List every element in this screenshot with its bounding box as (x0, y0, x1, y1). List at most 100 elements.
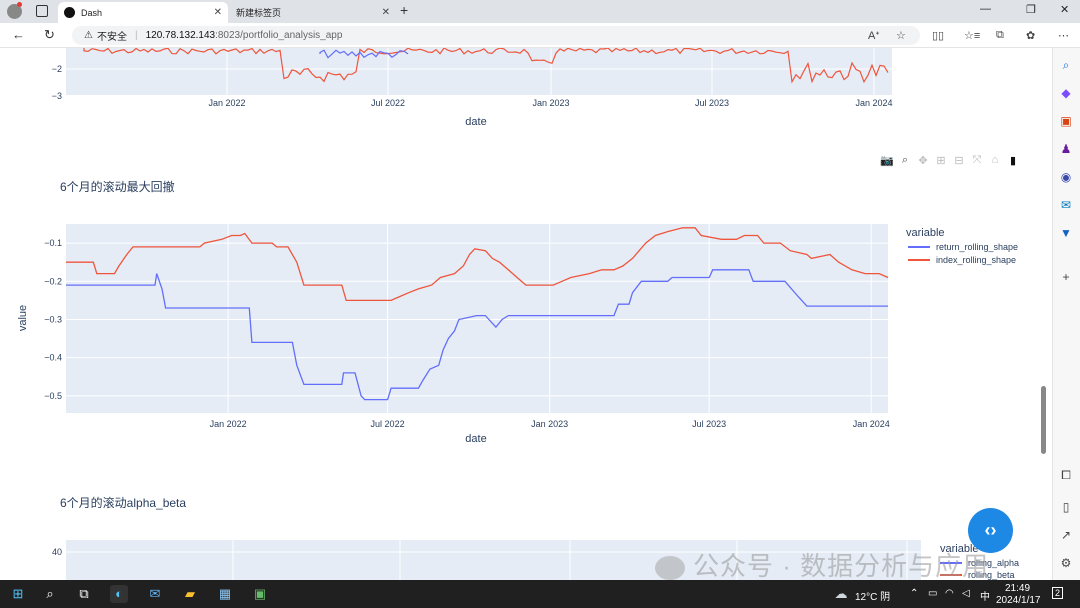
legend-label: return_rolling_shape (936, 242, 1019, 252)
pan-icon[interactable]: ✥ (918, 155, 928, 167)
terminal-icon[interactable]: ▣ (253, 586, 267, 601)
more-menu-icon[interactable]: ⋯ (1058, 30, 1069, 42)
autoscale-icon[interactable]: ⤧ (972, 154, 982, 166)
edge-browser-icon[interactable]: ◐ (110, 585, 128, 603)
page-scrollbar[interactable] (1041, 386, 1046, 454)
open-external-icon[interactable]: ↗ (1060, 528, 1072, 542)
browser-tab-bar: Dash ✕ 新建标签页 ✕ + — ❐ ✕ (0, 0, 1080, 61)
y-tick-label: −0.2 (44, 276, 62, 286)
code-toggle-button[interactable]: ‹› (968, 508, 1013, 553)
collections-icon[interactable]: ⧉ (996, 29, 1004, 41)
tab-new[interactable]: 新建标签页 ✕ (230, 2, 396, 61)
x-tick-label: Jan 2022 (210, 419, 247, 429)
url-path: :8023/portfolio_analysis_app (215, 30, 343, 41)
clock-time[interactable]: 21:49 (1005, 583, 1031, 594)
profile-avatar-icon[interactable] (7, 4, 22, 19)
legend-item-return[interactable]: return_rolling_shape (908, 242, 1018, 252)
zoom-out-icon[interactable]: ⊟ (954, 155, 964, 167)
camera-icon[interactable]: 📷 (880, 155, 894, 167)
extension-icon[interactable]: ✿ (1026, 30, 1036, 42)
dash-page: −2 −3 Jan 2022 Jul 2022 Jan 2023 Jul 202… (0, 48, 1050, 580)
tray-chevron-icon[interactable]: ⌃ (910, 588, 919, 599)
profile-badge (17, 2, 22, 7)
weather-text[interactable]: 12°C 阴 (855, 592, 891, 603)
top-x-tick: Jan 2022 (208, 98, 245, 108)
store-icon[interactable]: ▦ (218, 586, 232, 601)
legend-item-alpha[interactable]: rolling_alpha (940, 558, 1019, 568)
y-tick-label: −0.3 (44, 314, 62, 324)
copilot-icon[interactable]: ◉ (1060, 170, 1072, 184)
outlook-icon[interactable]: ✉ (1060, 198, 1072, 212)
top-series-red (83, 48, 889, 84)
windows-start-icon[interactable]: ⊞ (12, 586, 24, 601)
drawdown-chart: Jan 2022 Jul 2022 Jan 2023 Jul 2023 Jan 2024… (17, 224, 890, 445)
address-bar-row: ← ↻ ⚠ 不安全 | 120.78.132.143 :8023/portfol… (0, 23, 1080, 48)
drawdown-plot-area (66, 224, 888, 413)
top-x-tick: Jul 2023 (695, 98, 729, 108)
top-x-axis-title: date (465, 116, 486, 128)
wechat-icon (655, 556, 685, 581)
reset-axes-icon[interactable]: ⌂ (991, 154, 999, 166)
zoom-in-icon[interactable]: ⊞ (936, 155, 946, 167)
dash-favicon-icon (64, 7, 75, 18)
tab-label: 新建标签页 (236, 8, 282, 18)
series-line-index_rolling_shape (66, 227, 889, 302)
alpha-beta-chart: 40 (52, 540, 921, 580)
alpha-beta-plot-area (66, 540, 921, 580)
sidebar-toggle-icon[interactable]: ▯ (1062, 500, 1070, 514)
url-host: 120.78.132.143 (145, 30, 216, 41)
search-icon[interactable]: ⌕ (1062, 58, 1070, 72)
favorites-icon[interactable]: ☆≡ (964, 30, 981, 42)
split-screen-icon[interactable]: ▯▯ (932, 30, 945, 42)
tab-dash[interactable]: Dash ✕ (58, 2, 228, 23)
legend-item-index[interactable]: index_rolling_shape (908, 255, 1016, 265)
close-tab-icon[interactable]: ✕ (213, 7, 222, 18)
legend-swatch (908, 259, 930, 261)
top-y-tick: −2 (52, 64, 62, 74)
refresh-icon[interactable]: ↻ (44, 27, 55, 42)
series-line-return_rolling_shape (66, 269, 888, 401)
close-tab-icon[interactable]: ✕ (381, 7, 390, 18)
wifi-icon[interactable]: ◠ (945, 588, 954, 599)
screenshot-icon[interactable]: ⧠ (1061, 468, 1071, 482)
games-icon[interactable]: ♟ (1060, 142, 1072, 156)
zoom-icon[interactable]: ⌕ (901, 154, 909, 166)
drawdown-x-axis-title: date (465, 433, 486, 445)
new-tab-button[interactable]: + (400, 2, 409, 18)
tab-label: Dash (81, 7, 103, 18)
x-tick-label: Jan 2023 (531, 419, 568, 429)
favorite-star-icon[interactable]: ☆ (896, 30, 906, 42)
notification-badge[interactable]: 2 (1052, 587, 1064, 599)
address-input[interactable]: ⚠ 不安全 | 120.78.132.143 :8023/portfolio_a… (72, 26, 920, 45)
legend-swatch (940, 574, 962, 576)
search-icon[interactable]: ⌕ (46, 586, 54, 601)
settings-gear-icon[interactable]: ⚙ (1060, 556, 1072, 570)
x-tick-label: Jul 2023 (692, 419, 726, 429)
read-aloud-icon[interactable]: Aᐩ (868, 30, 880, 42)
shopping-icon[interactable]: ◆ (1061, 86, 1071, 100)
task-view-icon[interactable]: ⧉ (79, 586, 89, 601)
code-brackets-icon: ‹› (984, 520, 997, 540)
maximize-icon[interactable]: ❐ (1026, 4, 1036, 16)
volume-icon[interactable]: ◁ (962, 588, 970, 599)
legend-item-beta[interactable]: rolling_beta (940, 570, 1015, 580)
warning-icon: ⚠ (84, 30, 93, 41)
back-icon[interactable]: ← (12, 27, 25, 42)
minimize-icon[interactable]: — (980, 3, 991, 15)
clock-date[interactable]: 2024/1/17 (996, 595, 1041, 606)
close-window-icon[interactable]: ✕ (1060, 4, 1070, 16)
input-language[interactable]: 中 (980, 592, 990, 603)
network-icon[interactable]: ▭ (928, 588, 938, 599)
watermark-text: 公众号 · 数据分析与应用 (693, 551, 990, 581)
x-tick-label: Jan 2024 (853, 419, 890, 429)
alpha-beta-chart-title: 6个月的滚动alpha_beta (60, 496, 187, 510)
plotly-logo-icon[interactable]: ▮ (1009, 155, 1017, 167)
legend-label: index_rolling_shape (936, 255, 1017, 265)
tools-icon[interactable]: ▣ (1060, 114, 1072, 128)
drop-icon[interactable]: ▼ (1060, 226, 1072, 240)
divider: | (134, 30, 138, 41)
tab-actions-icon[interactable] (36, 5, 48, 17)
mail-icon[interactable]: ✉ (149, 586, 161, 601)
add-sidebar-icon[interactable]: + (1062, 270, 1070, 284)
file-explorer-icon[interactable]: ▰ (185, 586, 195, 601)
